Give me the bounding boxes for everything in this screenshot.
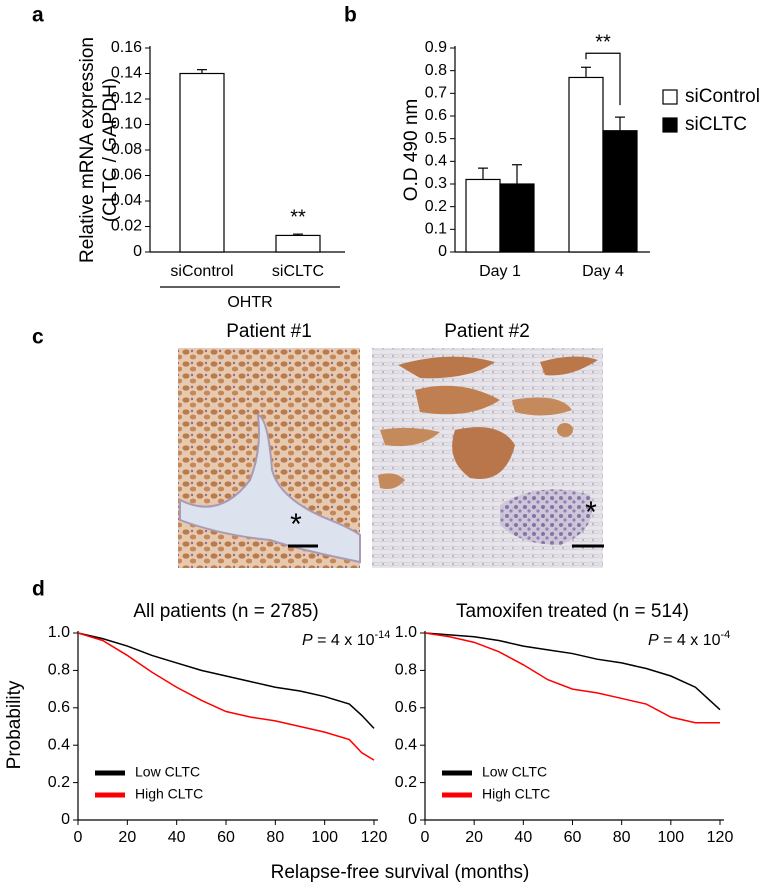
panel-label: d [32, 578, 45, 601]
x-tick-label: 40 [514, 829, 532, 846]
y-axis-label: O.D 490 nm [401, 99, 422, 201]
p-value-part: P [648, 632, 659, 649]
bar [499, 183, 535, 253]
y-axis-label: Relative mRNA expression [77, 37, 98, 263]
panel-label: a [32, 4, 44, 27]
y-tick-label: 1.0 [395, 624, 417, 641]
legend-label: Low CLTC [482, 764, 547, 780]
chart-title: Tamoxifen treated (n = 514) [456, 601, 689, 622]
legend-swatch [662, 117, 678, 133]
y-tick-label: 0.8 [48, 662, 70, 679]
y-tick-label: 0.5 [425, 130, 447, 147]
p-value-part: P [302, 632, 313, 649]
y-tick-label: 0.4 [425, 153, 447, 170]
x-tick-label: 100 [311, 829, 338, 846]
y-tick-label: 0.3 [425, 175, 447, 192]
bar [275, 234, 321, 253]
image-marker: * [585, 496, 597, 529]
x-tick-label: siCLTC [272, 263, 324, 280]
y-tick-label: 0.8 [425, 62, 447, 79]
y-tick-label: 0.14 [111, 65, 142, 82]
y-tick-label: 0.4 [48, 736, 70, 753]
y-tick-label: 0.7 [425, 85, 447, 102]
bar [602, 130, 638, 253]
x-tick-label: 20 [118, 829, 136, 846]
x-tick-label: siControl [170, 263, 233, 280]
legend-label: Low CLTC [135, 764, 200, 780]
annotation: ** [290, 206, 306, 228]
x-tick-label: 0 [74, 829, 83, 846]
p-value-part: -4 [721, 629, 731, 641]
y-tick-label: 0.02 [111, 218, 142, 235]
y-tick-label: 0.16 [111, 39, 142, 56]
survival-curve [77, 632, 375, 761]
survival-curve [424, 632, 721, 711]
y-tick-label: 0.08 [111, 141, 142, 158]
bar [465, 178, 501, 253]
p-value: P = 4 x 10-4 [648, 629, 730, 649]
survival-curve [424, 632, 720, 724]
x-tick-label: Day 1 [479, 263, 521, 280]
x-tick-label: 120 [707, 829, 734, 846]
legend-swatch [662, 89, 678, 105]
legend-label: High CLTC [135, 786, 203, 802]
chart-title: All patients (n = 2785) [133, 601, 318, 622]
y-axis-label: Probability [4, 680, 25, 769]
micrograph [372, 348, 604, 568]
x-axis-label: Relapse-free survival (months) [271, 862, 530, 883]
significance-bracket [585, 52, 621, 106]
y-tick-label: 0.8 [395, 662, 417, 679]
y-tick-label: 0.10 [111, 116, 142, 133]
y-tick-label: 0.2 [48, 774, 70, 791]
group-label: OHTR [227, 294, 272, 311]
y-tick-label: 0.2 [425, 198, 447, 215]
y-tick-label: 0 [438, 243, 447, 260]
y-tick-label: 0 [408, 811, 417, 828]
x-tick-label: 80 [613, 829, 631, 846]
y-tick-label: 0.2 [395, 774, 417, 791]
image-title: Patient #1 [226, 321, 312, 342]
y-tick-label: 0.6 [425, 107, 447, 124]
x-tick-label: 20 [465, 829, 483, 846]
image-marker: * [290, 508, 302, 541]
survival-curve [77, 632, 375, 729]
y-tick-label: 0.6 [48, 699, 70, 716]
x-tick-label: 40 [168, 829, 186, 846]
y-axis-label: (CLTC / GAPDH) [100, 78, 121, 222]
p-value-part: = 4 x 10 [659, 632, 721, 649]
y-tick-label: 0.06 [111, 167, 142, 184]
legend-label: siControl [685, 86, 760, 107]
y-tick-label: 0.4 [395, 736, 417, 753]
panel-label: c [32, 326, 44, 349]
y-tick-label: 0.6 [395, 699, 417, 716]
x-tick-label: 60 [217, 829, 235, 846]
image-title: Patient #2 [444, 321, 530, 342]
panel-label: b [344, 4, 357, 27]
y-tick-label: 0.12 [111, 90, 142, 107]
p-value-part: -14 [375, 629, 391, 641]
bar [568, 76, 604, 253]
micrograph [178, 348, 361, 568]
y-tick-label: 0.9 [425, 39, 447, 56]
y-tick-label: 0 [133, 243, 142, 260]
legend-label: siCLTC [685, 114, 747, 135]
annotation: ** [595, 32, 611, 54]
x-tick-label: 120 [361, 829, 388, 846]
x-tick-label: 0 [421, 829, 430, 846]
p-value: P = 4 x 10-14 [302, 629, 390, 649]
x-tick-label: 80 [266, 829, 284, 846]
x-tick-label: 100 [657, 829, 684, 846]
p-value-part: = 4 x 10 [313, 632, 375, 649]
x-tick-label: Day 4 [582, 263, 624, 280]
x-tick-label: 60 [564, 829, 582, 846]
y-tick-label: 0 [61, 811, 70, 828]
y-tick-label: 0.1 [425, 221, 447, 238]
legend-label: High CLTC [482, 786, 550, 802]
y-tick-label: 0.04 [111, 192, 142, 209]
bar [179, 72, 225, 253]
y-tick-label: 1.0 [48, 624, 70, 641]
